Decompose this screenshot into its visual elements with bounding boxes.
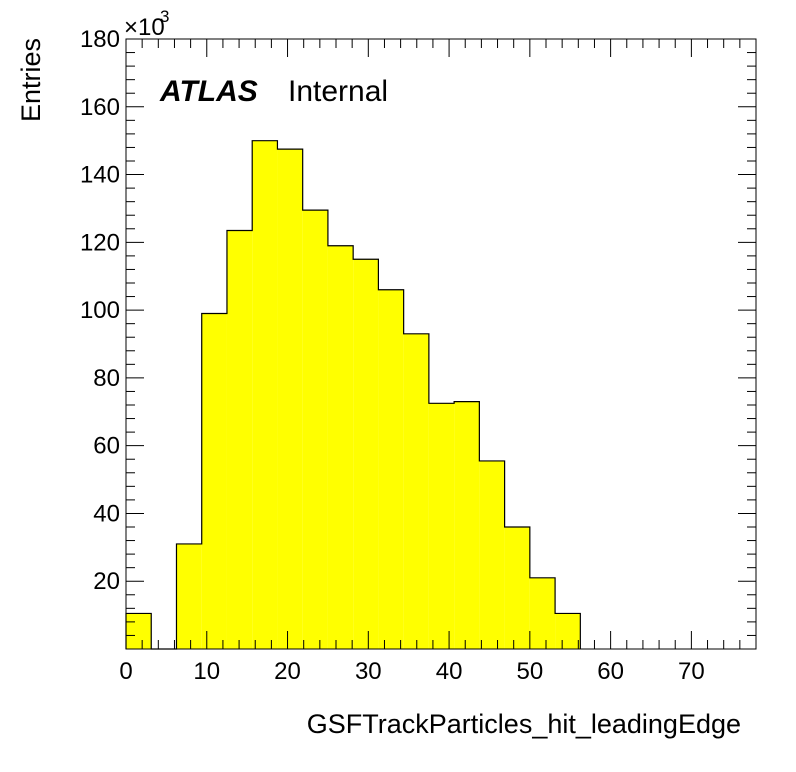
y-tick-label: 160 — [80, 94, 120, 121]
atlas-label: ATLAS — [159, 75, 258, 108]
histogram-bar — [226, 230, 253, 649]
x-tick-label: 70 — [678, 658, 705, 685]
histogram-bar — [403, 333, 429, 649]
histogram-bar — [555, 613, 581, 649]
y-tick-label: 40 — [93, 500, 120, 527]
histogram-bar — [327, 245, 354, 649]
histogram-bar — [479, 460, 505, 649]
y-axis-title: Entries — [16, 38, 46, 122]
histogram-bar — [201, 313, 227, 649]
y-tick-label: 120 — [80, 229, 120, 256]
x-tick-label: 40 — [436, 658, 463, 685]
histogram-bar — [277, 149, 303, 649]
histogram-bar — [454, 401, 480, 649]
histogram-bar — [353, 259, 379, 649]
histogram-bar — [126, 613, 152, 649]
x-tick-label: 10 — [193, 658, 220, 685]
y-tick-label: 60 — [93, 433, 120, 460]
histogram-bar — [504, 527, 530, 649]
x-tick-label: 30 — [355, 658, 382, 685]
y-multiplier-exponent: 3 — [160, 7, 169, 26]
x-tick-label: 20 — [274, 658, 301, 685]
histogram-outline — [125, 140, 581, 650]
histogram-bar — [252, 140, 278, 649]
tick-labels: 0 10 20 30 40 50 60 70 20 40 60 80 100 120 140 160 180 — [80, 26, 705, 685]
x-tick-label: 60 — [597, 658, 624, 685]
x-tick-label: 0 — [119, 658, 132, 685]
histogram-bar — [529, 577, 556, 649]
histogram-bars — [125, 140, 581, 650]
y-tick-label: 20 — [93, 568, 120, 595]
x-tick-label: 50 — [516, 658, 543, 685]
histogram-bar — [428, 403, 455, 649]
y-tick-label: 180 — [80, 26, 120, 53]
histogram-bar — [302, 210, 328, 649]
x-axis-title: GSFTrackParticles_hit_leadingEdge — [307, 709, 741, 739]
plot-frame — [125, 38, 757, 650]
internal-label: Internal — [288, 75, 388, 108]
histogram-bar — [378, 289, 404, 649]
axis-ticks — [125, 38, 757, 650]
histogram-bar — [176, 543, 202, 649]
y-tick-label: 140 — [80, 162, 120, 189]
y-multiplier-label: ×10 — [124, 14, 165, 41]
y-tick-label: 100 — [80, 297, 120, 324]
y-tick-label: 80 — [93, 365, 120, 392]
